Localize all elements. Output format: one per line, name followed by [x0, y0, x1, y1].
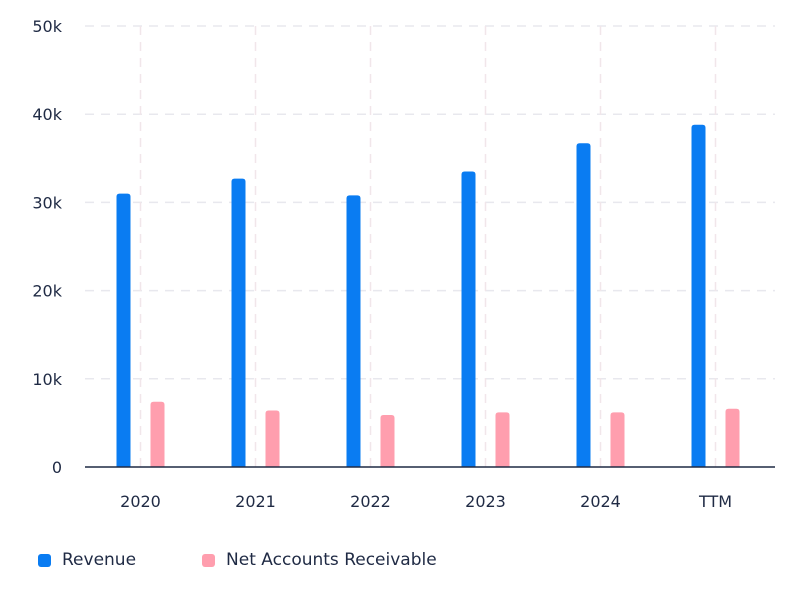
legend: Revenue Net Accounts Receivable — [38, 550, 437, 570]
y-tick-label: 50k — [32, 17, 62, 36]
bars — [116, 124, 740, 467]
bar-revenue-ttm — [691, 124, 706, 467]
bar-revenue-2024 — [576, 143, 591, 467]
bar-net-accounts-receivable-2020 — [150, 401, 165, 467]
bar-net-accounts-receivable-2021 — [265, 410, 280, 467]
bar-revenue-2021 — [231, 178, 246, 467]
bar-revenue-2023 — [461, 171, 476, 467]
y-tick-label: 10k — [32, 370, 62, 389]
grid — [85, 25, 775, 467]
x-tick-label: 2022 — [350, 492, 391, 511]
x-tick-label: 2021 — [235, 492, 276, 511]
bar-chart-svg: 0 10k 20k 30k 40k 50k 2020 2021 2022 2023 2024 TTM — [32, 17, 775, 511]
bar-revenue-2020 — [116, 193, 131, 467]
legend-label-revenue: Revenue — [62, 550, 137, 570]
bar-net-accounts-receivable-ttm — [725, 408, 740, 467]
legend-item-revenue[interactable]: Revenue — [38, 550, 136, 570]
x-tick-label: TTM — [698, 492, 732, 511]
bar-revenue-2022 — [346, 195, 361, 467]
x-tick-label: 2023 — [465, 492, 506, 511]
axes: 0 10k 20k 30k 40k 50k 2020 2021 2022 2023 2024 TTM — [32, 17, 775, 511]
bar-net-accounts-receivable-2022 — [380, 414, 395, 467]
y-tick-label: 20k — [32, 282, 62, 301]
x-tick-label: 2024 — [580, 492, 621, 511]
legend-label-net-accounts-receivable: Net Accounts Receivable — [226, 550, 437, 570]
legend-swatch-revenue — [38, 553, 51, 567]
y-tick-label: 0 — [52, 458, 62, 477]
legend-swatch-net-accounts-receivable — [202, 553, 216, 567]
x-tick-label: 2020 — [120, 492, 161, 511]
bar-net-accounts-receivable-2024 — [610, 412, 625, 467]
y-tick-label: 40k — [32, 105, 62, 124]
legend-item-net-accounts-receivable[interactable]: Net Accounts Receivable — [202, 550, 437, 570]
bar-net-accounts-receivable-2023 — [495, 412, 510, 467]
y-tick-label: 30k — [32, 193, 62, 212]
